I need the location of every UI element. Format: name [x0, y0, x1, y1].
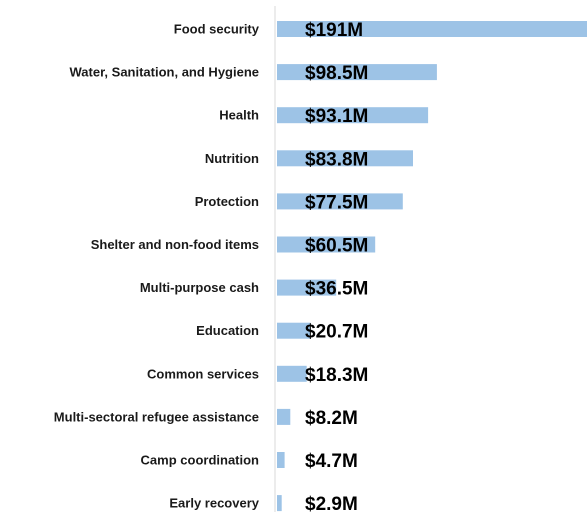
category-label-early-recovery: Early recovery — [169, 496, 259, 511]
bar-early-recovery — [277, 495, 282, 512]
category-label-protection: Protection — [195, 194, 259, 209]
bar-multi-purpose-cash — [277, 279, 337, 296]
bar-camp-coordination — [277, 452, 285, 468]
category-labels-group: Food security Water, Sanitation, and Hygi… — [54, 22, 260, 511]
value-label-camp-coordination: $4.7M — [305, 451, 358, 472]
bar-protection — [277, 193, 403, 210]
bar-shelter-and-non-food-items — [277, 236, 376, 253]
category-label-camp-coordination: Camp coordination — [141, 453, 260, 468]
category-label-food-security: Food security — [174, 22, 260, 37]
value-label-water-sanitation-and-hygiene: $98.5M — [305, 63, 368, 84]
value-labels-group: $191M $98.5M $93.1M $83.8M $77.5M $60.5M $36.5… — [305, 20, 368, 512]
value-label-protection: $77.5M — [305, 192, 368, 213]
category-label-shelter-and-non-food-items: Shelter and non-food items — [91, 237, 259, 252]
category-label-education: Education — [196, 323, 259, 338]
bar-nutrition — [277, 150, 413, 167]
value-label-common-services: $18.3M — [305, 365, 368, 386]
category-label-common-services: Common services — [147, 366, 259, 381]
bars-group — [277, 21, 587, 512]
value-label-shelter-and-non-food-items: $60.5M — [305, 236, 368, 257]
value-label-multi-purpose-cash: $36.5M — [305, 279, 368, 300]
bar-multi-sectoral-refugee-assistance — [277, 408, 291, 425]
bar-water-sanitation-and-hygiene — [277, 64, 437, 81]
value-label-education: $20.7M — [305, 322, 368, 343]
value-label-health: $93.1M — [305, 106, 368, 127]
value-label-multi-sectoral-refugee-assistance: $8.2M — [305, 408, 358, 429]
value-label-early-recovery: $2.9M — [305, 494, 358, 512]
bar-common-services — [277, 365, 307, 382]
category-label-health: Health — [219, 108, 259, 123]
category-label-nutrition: Nutrition — [205, 151, 259, 166]
category-label-water-sanitation-and-hygiene: Water, Sanitation, and Hygiene — [70, 65, 260, 80]
category-label-multi-sectoral-refugee-assistance: Multi-sectoral refugee assistance — [54, 409, 259, 424]
category-label-multi-purpose-cash: Multi-purpose cash — [140, 280, 259, 295]
value-label-food-security: $191M — [305, 20, 363, 41]
value-label-nutrition: $83.8M — [305, 149, 368, 170]
bar-food-security — [277, 21, 587, 37]
bar-health — [277, 107, 429, 124]
bar-education — [277, 322, 311, 339]
